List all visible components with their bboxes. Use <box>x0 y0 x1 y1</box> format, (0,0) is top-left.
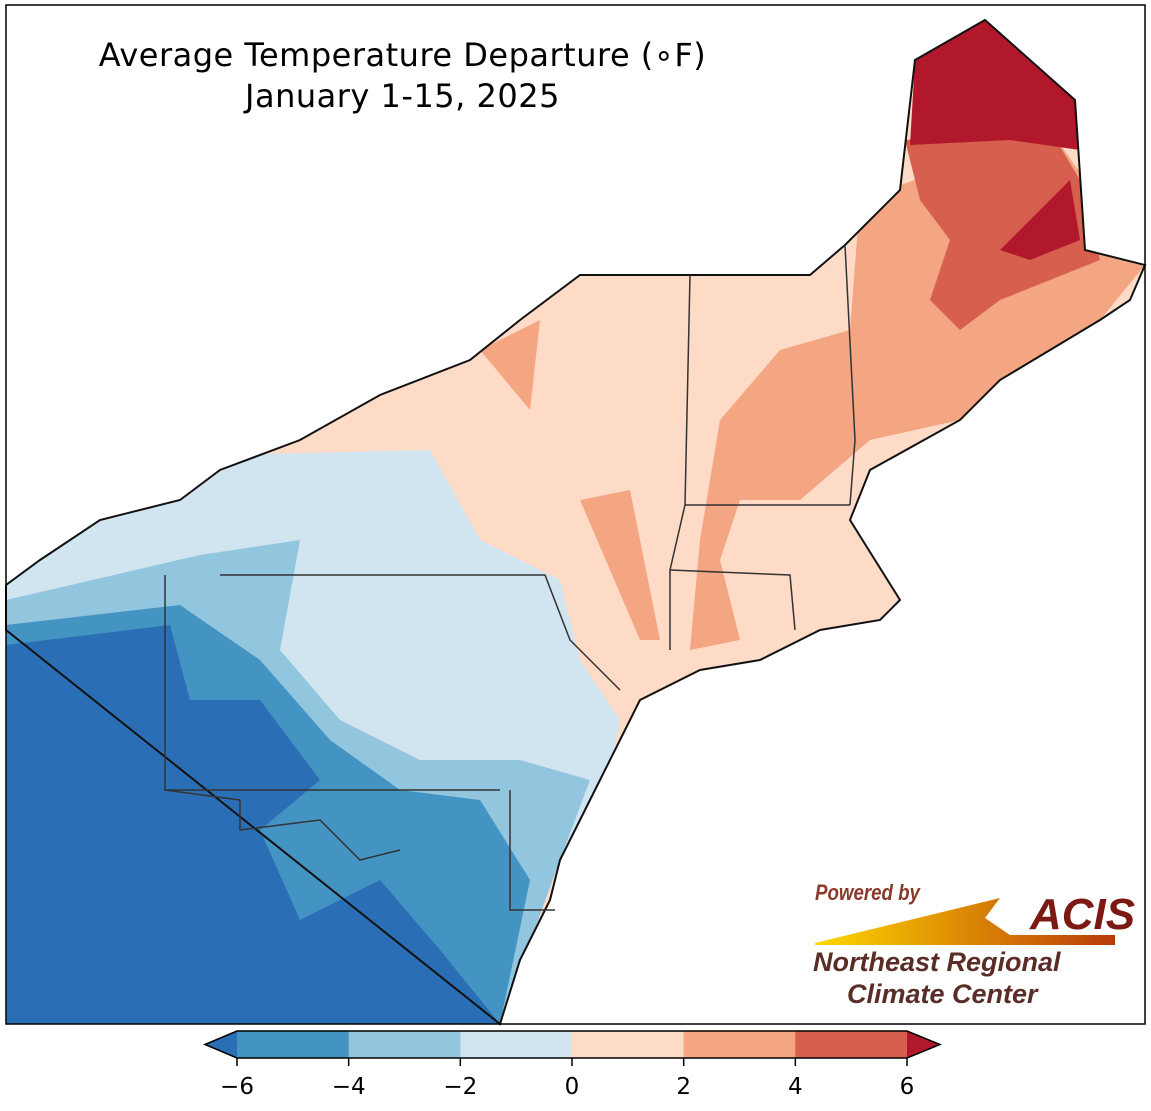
colorbar-tick-label: −6 <box>220 1074 254 1100</box>
map-frame <box>5 4 1146 1025</box>
colorbar <box>203 1030 942 1066</box>
colorbar-tick-label: −4 <box>331 1074 366 1100</box>
colorbar-tick-label: −2 <box>443 1074 478 1100</box>
colorbar-segment <box>237 1031 350 1058</box>
colorbar-segment <box>460 1031 573 1058</box>
colorbar-tick-label: 4 <box>788 1074 803 1100</box>
colorbar-segment <box>683 1031 796 1058</box>
acis-swoosh <box>815 898 1115 945</box>
region-above-6 <box>910 20 1080 150</box>
coastline <box>5 18 1147 1026</box>
colorbar-tick-label: 2 <box>676 1074 691 1100</box>
colorbar-arrow-low <box>205 1031 237 1058</box>
region-4-to-6 <box>905 130 1100 330</box>
logo-acis: ACIS <box>1030 890 1136 939</box>
colorbar-arrow-high <box>907 1031 940 1058</box>
logo-powered-by: Powered by <box>815 880 920 905</box>
colorbar-tick-label: 6 <box>899 1074 915 1100</box>
region-2-to-4-ny <box>480 320 540 410</box>
colorbar-tick-label: 0 <box>564 1074 580 1100</box>
colorbar-segment <box>348 1031 461 1058</box>
nrcc-acis-logo: Powered by ACIS Northeast Regional Clima… <box>805 875 1135 1015</box>
colorbar-segment <box>572 1031 685 1058</box>
region-2-to-4-central <box>580 490 660 640</box>
map-subtitle: January 1-15, 2025 <box>245 77 560 115</box>
colorbar-segment <box>795 1031 908 1058</box>
state-borders <box>164 244 856 911</box>
logo-line1: Northeast Regional <box>813 947 1061 977</box>
region-above-6-spot <box>1000 180 1080 260</box>
map-title: Average Temperature Departure (∘F) <box>98 36 707 74</box>
logo-line2: Climate Center <box>847 979 1038 1009</box>
